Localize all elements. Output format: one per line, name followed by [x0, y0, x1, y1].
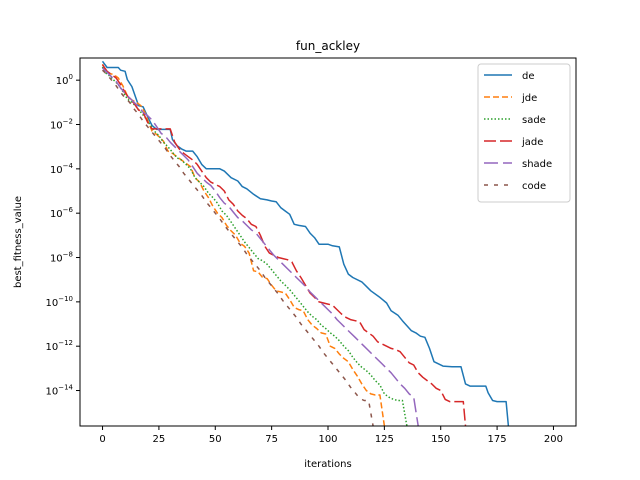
- series-line-shade: [101, 67, 419, 426]
- y-tick-label: 10−10: [45, 295, 73, 309]
- x-tick-label: 75: [265, 434, 278, 445]
- x-tick-label: 125: [375, 434, 394, 445]
- legend-label-shade: shade: [522, 159, 552, 170]
- y-tick-label-exponent: −2: [63, 118, 73, 126]
- legend: de jde sade jade shade code: [477, 63, 571, 203]
- legend-label-sade: sade: [522, 115, 546, 126]
- y-tick-label-exponent: −14: [58, 384, 73, 392]
- series-layer: [101, 60, 510, 426]
- legend-label-code: code: [522, 181, 546, 192]
- y-tick-label-exponent: −6: [63, 206, 74, 214]
- y-tick-label-exponent: −4: [63, 162, 74, 170]
- y-axis-label: best_fitness_value: [13, 196, 24, 288]
- series-line-jde: [101, 63, 386, 426]
- y-tick-label-base: 10: [56, 76, 69, 87]
- y-tick-label-exponent: 0: [69, 73, 73, 81]
- y-tick-label: 10−4: [50, 162, 74, 176]
- y-tick-label-base: 10: [50, 254, 63, 265]
- y-tick-label-base: 10: [45, 387, 58, 398]
- y-tick-label-exponent: −10: [58, 295, 73, 303]
- legend-label-de: de: [522, 71, 535, 82]
- x-tick-label: 150: [431, 434, 450, 445]
- y-tick-label-exponent: −8: [63, 251, 73, 259]
- y-tick-label: 10−8: [50, 251, 73, 265]
- series-line-jade: [101, 64, 467, 426]
- y-tick-label: 10−12: [45, 339, 73, 353]
- series-line-code: [101, 69, 374, 426]
- y-tick-label-base: 10: [50, 209, 63, 220]
- x-tick-label: 200: [544, 434, 563, 445]
- legend-label-jade: jade: [521, 137, 543, 148]
- y-tick-label: 10−14: [45, 384, 73, 398]
- legend-label-jde: jde: [521, 93, 537, 104]
- y-tick-label-base: 10: [45, 298, 58, 309]
- legend-box: [477, 63, 571, 203]
- x-tick-label: 0: [99, 434, 105, 445]
- y-tick-label-exponent: −12: [58, 339, 73, 347]
- x-tick-label: 50: [209, 434, 222, 445]
- x-axis: 0 25 50 75 100 125 150 175 200: [99, 426, 563, 445]
- y-tick-label-base: 10: [50, 121, 63, 132]
- chart-title: fun_ackley: [296, 39, 360, 53]
- x-tick-label: 175: [488, 434, 507, 445]
- y-tick-label: 10−2: [50, 118, 73, 132]
- y-tick-label-base: 10: [45, 342, 58, 353]
- y-tick-label: 100: [56, 73, 73, 87]
- x-tick-label: 25: [153, 434, 166, 445]
- y-tick-label-base: 10: [50, 165, 63, 176]
- x-tick-label: 100: [318, 434, 337, 445]
- x-axis-label: iterations: [304, 459, 351, 470]
- y-tick-label: 10−6: [50, 206, 74, 220]
